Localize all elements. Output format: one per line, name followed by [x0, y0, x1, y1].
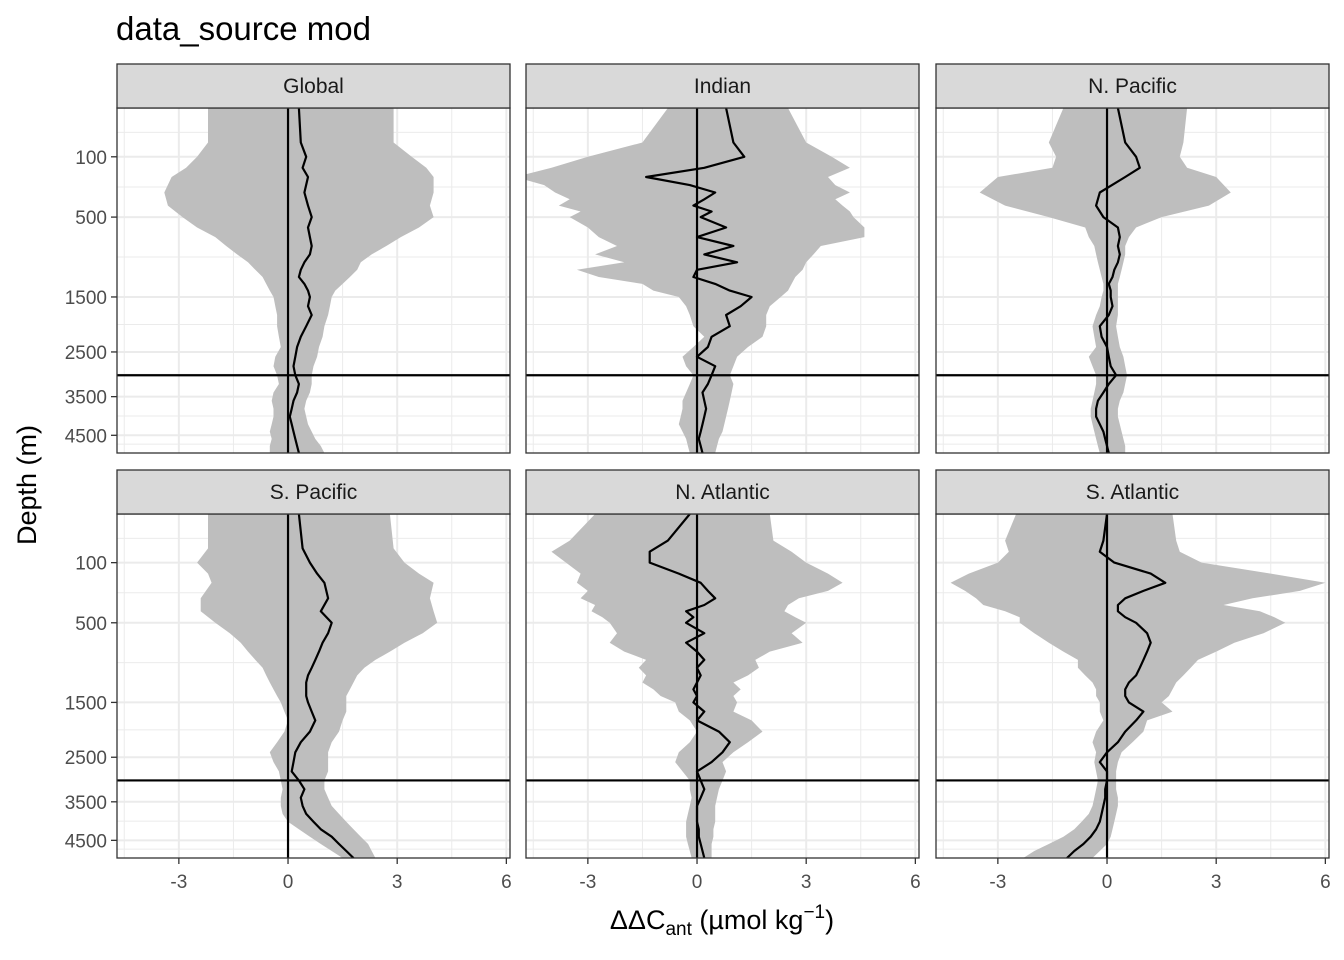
panel-data-layer: [526, 514, 919, 858]
y-tick-label: 100: [75, 554, 107, 575]
x-axis-title-units: (µmol kg: [692, 905, 804, 935]
facet-panel: S. Atlantic -3 0 3 6: [935, 469, 1331, 893]
y-tick-label: 2500: [65, 748, 107, 769]
y-axis-title: Depth (m): [12, 425, 42, 545]
facet-strip-label: N. Atlantic: [675, 481, 770, 504]
uncertainty-ribbon: [526, 108, 865, 453]
x-tick-label: 0: [1102, 872, 1113, 893]
facet-panel: S. Pacific -3 0 3 6 100 500 1500 2500 3500 4500: [65, 469, 512, 893]
x-tick-label: 3: [392, 872, 403, 893]
facet-strip-label: S. Atlantic: [1086, 481, 1179, 504]
x-tick-label: 6: [1320, 872, 1331, 893]
y-tick-label: 4500: [65, 426, 107, 447]
mean-profile-line: [1066, 514, 1167, 858]
facet-strip: [935, 469, 1330, 515]
x-axis-title-superscript: −1: [803, 902, 825, 923]
x-axis-title-main: ΔΔC: [610, 905, 666, 935]
mean-profile-line: [648, 514, 731, 858]
facet-strip-label: N. Pacific: [1088, 75, 1177, 98]
y-tick-label: 1500: [65, 693, 107, 714]
x-axis-title-close: ): [825, 905, 834, 935]
x-tick-label: 0: [692, 872, 703, 893]
facet-strip: [525, 469, 920, 515]
x-tick-label: -3: [170, 872, 187, 893]
mean-profile-line: [645, 108, 753, 453]
facet-panel: Global 100 500 1500 2500 3500 4500: [65, 63, 511, 454]
facet-panel: N. Atlantic -3 0 3 6: [525, 469, 921, 893]
x-tick-label: 3: [801, 872, 812, 893]
facet-panel: Indian: [525, 63, 920, 454]
y-tick-label: 4500: [65, 831, 107, 852]
x-tick-label: -3: [989, 872, 1006, 893]
y-tick-label: 2500: [65, 343, 107, 364]
facet-strip: [935, 63, 1330, 109]
x-tick-label: 6: [501, 872, 512, 893]
x-tick-label: 3: [1211, 872, 1222, 893]
mean-profile-line: [290, 514, 355, 858]
chart-title: data_source mod: [116, 10, 371, 47]
x-axis-title: ΔΔCant (µmol kg−1): [610, 902, 834, 940]
uncertainty-ribbon: [950, 514, 1326, 858]
uncertainty-ribbon: [197, 514, 438, 858]
facet-strip-label: S. Pacific: [270, 481, 358, 504]
y-tick-label: 3500: [65, 388, 107, 409]
uncertainty-ribbon: [979, 108, 1231, 453]
facet-strip-label: Indian: [694, 75, 751, 98]
y-tick-label: 100: [75, 148, 107, 169]
y-tick-label: 500: [75, 614, 107, 635]
facet-strip: [116, 63, 511, 109]
x-tick-label: -3: [579, 872, 596, 893]
x-axis-title-subscript: ant: [665, 919, 692, 940]
mean-profile-line: [288, 108, 313, 453]
facet-panel: N. Pacific: [935, 63, 1330, 454]
y-tick-label: 1500: [65, 288, 107, 309]
x-tick-label: 0: [283, 872, 294, 893]
uncertainty-ribbon: [164, 108, 434, 453]
panel-data-layer: [526, 108, 919, 453]
panel-data-layer: [936, 108, 1329, 453]
panel-data-layer: [117, 108, 510, 453]
panel-data-layer: [117, 514, 510, 858]
facet-strip: [116, 469, 511, 515]
mean-profile-line: [1095, 108, 1141, 453]
facet-strip: [525, 63, 920, 109]
panel-data-layer: [936, 514, 1329, 858]
y-tick-label: 3500: [65, 793, 107, 814]
x-tick-label: 6: [910, 872, 921, 893]
y-tick-label: 500: [75, 208, 107, 229]
facet-strip-label: Global: [283, 75, 344, 98]
